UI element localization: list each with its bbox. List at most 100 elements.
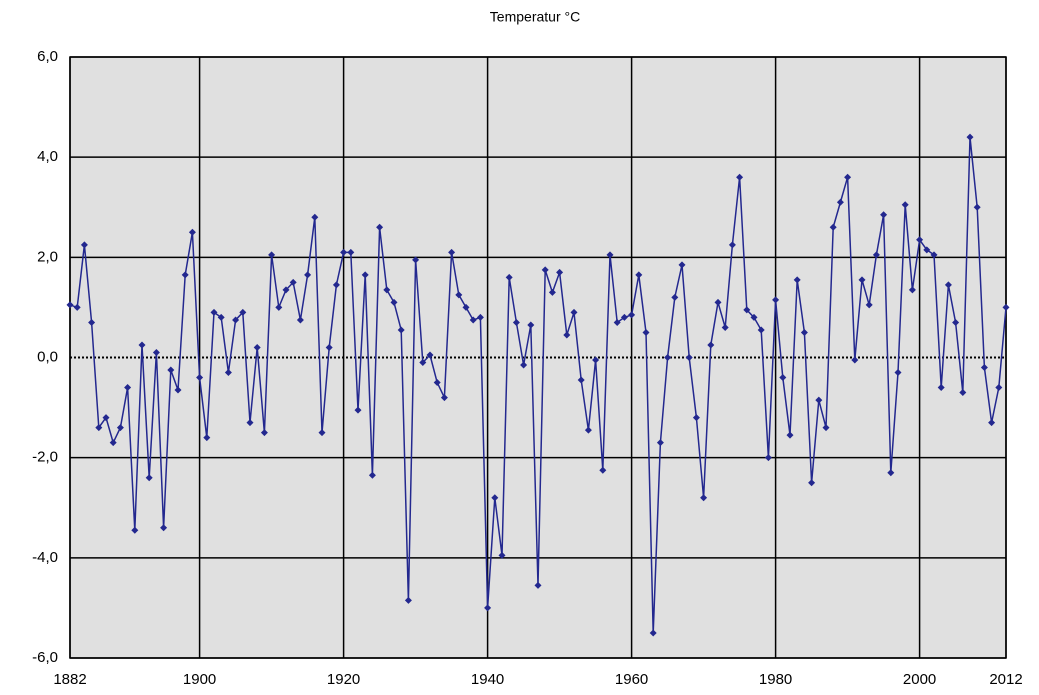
data-point	[952, 318, 960, 326]
y-tick-label: -2,0	[32, 449, 58, 466]
data-point	[707, 341, 715, 349]
data-point	[167, 366, 175, 374]
data-point	[606, 251, 614, 259]
data-point	[563, 331, 571, 339]
data-point	[332, 281, 340, 289]
data-point	[145, 474, 153, 482]
x-tick-label: 2000	[903, 671, 936, 688]
plot-border	[69, 56, 1007, 659]
data-point	[282, 286, 290, 294]
data-point	[181, 271, 189, 279]
data-point	[556, 268, 564, 276]
data-point	[95, 424, 103, 432]
data-point	[491, 494, 499, 502]
data-point	[347, 248, 355, 256]
data-point	[764, 454, 772, 462]
data-point	[296, 316, 304, 324]
y-tick-label: -6,0	[32, 649, 58, 666]
data-point	[289, 278, 297, 286]
data-point	[908, 286, 916, 294]
data-point	[793, 276, 801, 284]
data-point	[678, 261, 686, 269]
y-tick-label: 0,0	[37, 348, 58, 365]
data-point	[152, 348, 160, 356]
data-point	[469, 316, 477, 324]
data-point	[721, 323, 729, 331]
data-point	[779, 374, 787, 382]
data-point	[656, 439, 664, 447]
data-point	[685, 354, 693, 361]
data-point	[325, 343, 333, 351]
data-point	[426, 351, 434, 359]
data-point	[736, 173, 744, 181]
data-point	[174, 386, 182, 394]
data-point	[217, 313, 225, 321]
data-point	[959, 389, 967, 397]
data-point	[786, 431, 794, 439]
data-point	[73, 303, 81, 311]
data-point	[268, 251, 276, 259]
data-point	[440, 394, 448, 402]
data-point	[923, 246, 931, 254]
data-point	[397, 326, 405, 334]
data-point	[109, 439, 117, 447]
data-point	[944, 281, 952, 289]
data-point	[88, 318, 96, 326]
data-point	[995, 384, 1003, 392]
data-point	[930, 251, 938, 259]
data-point	[196, 374, 204, 382]
data-point	[570, 308, 578, 316]
data-point	[318, 429, 326, 437]
data-point	[383, 286, 391, 294]
data-point	[404, 596, 412, 604]
data-point	[455, 291, 463, 299]
x-tick-label: 1900	[183, 671, 216, 688]
data-point	[613, 318, 621, 326]
x-tick-label: 1980	[759, 671, 792, 688]
data-point	[224, 369, 232, 377]
data-point	[534, 581, 542, 589]
data-point	[772, 296, 780, 304]
data-point	[232, 316, 240, 324]
data-point	[988, 419, 996, 427]
data-point	[210, 308, 218, 316]
data-point	[412, 256, 420, 264]
data-point	[822, 424, 830, 432]
data-point	[448, 248, 456, 256]
data-point	[836, 198, 844, 206]
data-point	[901, 201, 909, 209]
data-point	[750, 313, 758, 321]
data-point	[858, 276, 866, 284]
x-tick-label: 1960	[615, 671, 648, 688]
data-point	[484, 604, 492, 612]
data-point	[520, 361, 528, 369]
data-point	[865, 301, 873, 309]
data-point	[253, 343, 261, 351]
data-point	[642, 328, 650, 336]
data-point	[635, 271, 643, 279]
data-point	[966, 133, 974, 141]
data-point	[376, 223, 384, 231]
data-point	[548, 288, 556, 296]
x-tick-label: 2012	[989, 671, 1022, 688]
data-point	[512, 318, 520, 326]
y-tick-label: 2,0	[37, 248, 58, 265]
data-point	[419, 359, 427, 367]
data-point	[246, 419, 254, 427]
data-point	[203, 434, 211, 442]
data-point	[433, 379, 441, 387]
data-point	[260, 429, 268, 437]
data-point	[275, 303, 283, 311]
y-tick-label: 4,0	[37, 148, 58, 165]
data-point	[880, 211, 888, 219]
data-point	[66, 301, 74, 309]
data-point	[131, 526, 139, 534]
data-point	[692, 414, 700, 422]
data-point	[505, 273, 513, 281]
data-point	[368, 471, 376, 479]
data-point	[584, 426, 592, 434]
data-point	[743, 306, 751, 314]
data-point	[80, 241, 88, 249]
data-point	[1002, 303, 1010, 311]
